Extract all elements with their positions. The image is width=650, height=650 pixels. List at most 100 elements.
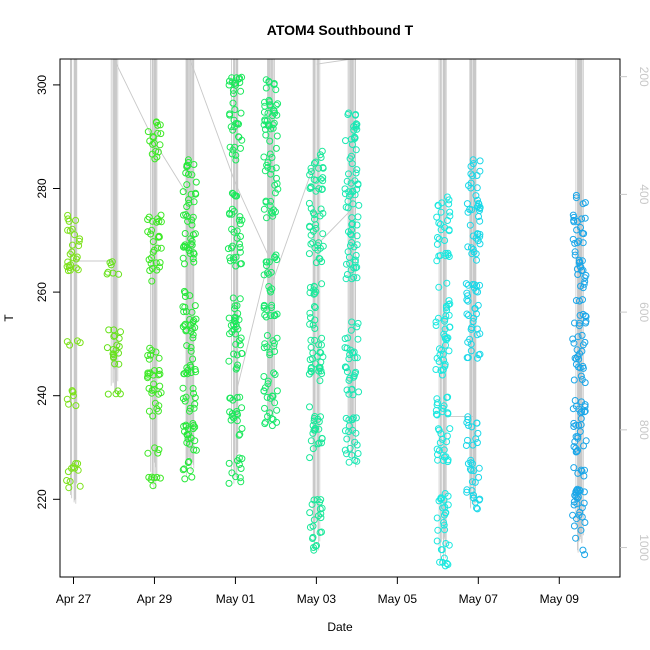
data-point bbox=[470, 314, 478, 322]
data-point bbox=[467, 340, 475, 348]
data-point bbox=[116, 390, 124, 398]
data-point bbox=[442, 341, 449, 349]
data-point bbox=[440, 519, 448, 526]
data-point bbox=[228, 410, 236, 417]
data-point bbox=[306, 284, 314, 291]
data-point bbox=[228, 469, 236, 477]
data-point bbox=[232, 262, 240, 270]
data-point bbox=[473, 439, 481, 447]
data-point bbox=[75, 237, 83, 245]
data-point bbox=[313, 542, 320, 549]
data-point bbox=[268, 301, 276, 309]
data-point bbox=[318, 185, 326, 193]
data-point bbox=[348, 451, 356, 459]
data-point bbox=[237, 260, 245, 268]
data-point bbox=[316, 529, 324, 536]
data-point bbox=[580, 488, 588, 496]
data-point bbox=[311, 325, 319, 332]
data-point bbox=[63, 338, 71, 346]
x-tick-label: May 09 bbox=[540, 592, 580, 606]
data-point bbox=[318, 258, 326, 266]
data-point bbox=[436, 558, 444, 566]
data-point bbox=[264, 377, 272, 385]
data-point bbox=[319, 177, 327, 185]
data-point bbox=[441, 325, 449, 333]
data-point bbox=[343, 435, 351, 443]
data-point bbox=[315, 239, 323, 247]
data-point bbox=[580, 472, 588, 480]
connector-line bbox=[316, 208, 353, 246]
data-point bbox=[471, 498, 479, 506]
data-point bbox=[443, 560, 451, 567]
data-point bbox=[352, 429, 360, 437]
data-point bbox=[464, 413, 472, 421]
data-point bbox=[236, 248, 244, 256]
data-point bbox=[112, 390, 120, 398]
data-point bbox=[274, 100, 282, 108]
data-point bbox=[439, 350, 447, 358]
data-point bbox=[227, 123, 235, 131]
data-point bbox=[187, 327, 195, 335]
data-point bbox=[65, 484, 73, 492]
data-point bbox=[317, 154, 325, 161]
connector-line bbox=[154, 141, 191, 200]
data-point bbox=[270, 206, 278, 214]
data-point bbox=[236, 213, 244, 221]
data-point bbox=[263, 214, 270, 222]
data-point bbox=[263, 258, 271, 266]
data-point bbox=[446, 208, 454, 216]
data-point bbox=[190, 390, 197, 397]
data-point bbox=[267, 170, 275, 178]
chart-title: ATOM4 Southbound T bbox=[267, 22, 414, 38]
data-point bbox=[190, 446, 198, 454]
data-point bbox=[229, 99, 237, 107]
data-point bbox=[74, 266, 82, 274]
data-point bbox=[225, 479, 233, 487]
data-point bbox=[145, 355, 153, 363]
data-point bbox=[347, 266, 355, 274]
data-point bbox=[238, 350, 246, 357]
data-point bbox=[69, 388, 77, 396]
data-point bbox=[445, 541, 453, 549]
data-point bbox=[318, 370, 326, 378]
data-point bbox=[233, 351, 241, 359]
data-point bbox=[572, 534, 580, 542]
data-point bbox=[463, 310, 471, 318]
data-point bbox=[190, 161, 198, 168]
data-point bbox=[468, 423, 476, 431]
data-point bbox=[441, 237, 449, 244]
data-point bbox=[155, 354, 163, 362]
data-point bbox=[462, 442, 470, 449]
data-point bbox=[573, 515, 580, 523]
data-points bbox=[63, 73, 590, 570]
data-point bbox=[353, 263, 361, 271]
data-point bbox=[65, 400, 73, 408]
data-point bbox=[576, 297, 583, 305]
data-point bbox=[318, 334, 326, 342]
data-point bbox=[273, 406, 281, 414]
data-point bbox=[69, 241, 76, 249]
data-point bbox=[272, 164, 280, 172]
data-point bbox=[150, 367, 158, 375]
data-point bbox=[476, 230, 484, 238]
data-point bbox=[318, 341, 325, 349]
data-point bbox=[343, 386, 351, 394]
data-point bbox=[577, 372, 585, 380]
data-point bbox=[236, 244, 244, 251]
data-point bbox=[444, 251, 452, 259]
data-point bbox=[104, 390, 112, 398]
data-point bbox=[435, 358, 443, 365]
data-point bbox=[352, 414, 360, 422]
data-point bbox=[235, 461, 243, 468]
data-point bbox=[350, 273, 358, 281]
data-point bbox=[180, 242, 188, 250]
data-point bbox=[352, 264, 360, 272]
data-point bbox=[434, 526, 442, 534]
data-point bbox=[156, 121, 164, 129]
data-point bbox=[574, 271, 582, 278]
data-point bbox=[576, 364, 584, 372]
data-point bbox=[471, 478, 479, 486]
data-point bbox=[262, 76, 270, 84]
data-point bbox=[317, 175, 325, 183]
data-point bbox=[310, 176, 318, 184]
